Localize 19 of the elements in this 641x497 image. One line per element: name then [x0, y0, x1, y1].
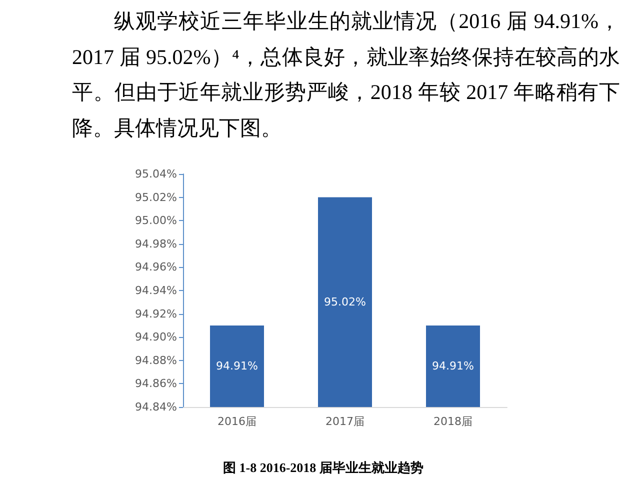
- y-tick-label: 94.84%: [135, 400, 177, 414]
- y-tick-label: 94.94%: [135, 284, 177, 297]
- y-tick-label: 94.86%: [135, 377, 177, 390]
- data-label: 94.91%: [432, 360, 474, 373]
- text: 纵观学校近三年毕业生的就业情况（2016 届 94.91%，2017 届 95.02%）⁴，总体良好，就业率始终保持在较高的水平。但由于近年就业形势严峻，2018 年较 2017 年略稍有下降。具体情况见下图。: [72, 8, 620, 142]
- y-tick-label: 94.92%: [135, 307, 177, 320]
- y-tick-label: 95.04%: [135, 168, 177, 180]
- data-label: 95.02%: [324, 296, 366, 309]
- x-tick-label: 2017届: [326, 415, 364, 428]
- x-tick-label: 2016届: [218, 415, 256, 428]
- text: 图 1-8 2016-2018 届毕业生就业趋势: [223, 460, 424, 475]
- x-tick-label: 2018届: [434, 415, 472, 428]
- y-tick-label: 94.98%: [135, 237, 177, 250]
- y-tick-label: 95.02%: [135, 190, 177, 204]
- data-label: 94.91%: [216, 360, 258, 373]
- y-tick-label: 94.88%: [135, 354, 177, 367]
- y-tick-label: 94.96%: [135, 260, 177, 274]
- y-tick-label: 94.90%: [135, 330, 177, 344]
- y-tick-label: 95.00%: [135, 214, 177, 228]
